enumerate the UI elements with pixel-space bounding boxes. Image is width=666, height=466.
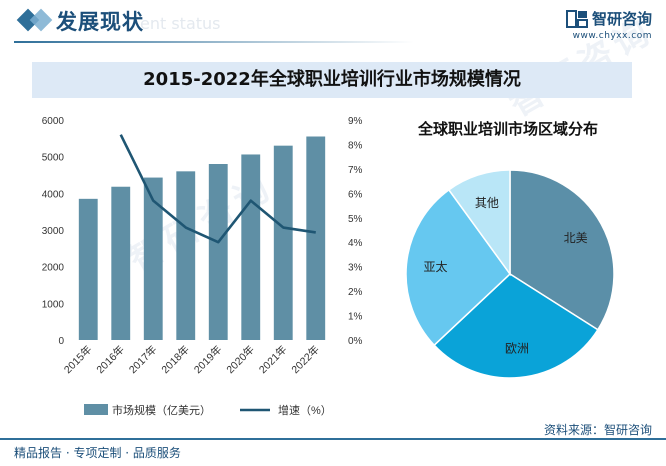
y-right-tick-label: 1% [348,312,363,323]
y-right-tick-label: 4% [348,238,363,249]
brand-url[interactable]: www.chyxx.com [572,31,652,41]
y-left-tick-label: 0 [58,336,64,347]
bar [111,186,131,340]
diamond-icon [29,8,53,32]
x-tick-label: 2022年 [289,343,322,376]
section-subtitle: ent status [140,14,221,33]
brand: 智研咨询 www.chyxx.com [565,8,652,41]
pie-slice [447,169,511,277]
y-right-tick-label: 7% [348,165,363,176]
y-left-tick-label: 6000 [42,116,65,127]
x-tick-label: 2018年 [159,343,192,376]
pie-slice-label: 北美 [564,231,588,245]
y-left-tick-label: 2000 [42,263,65,274]
bar [143,177,163,340]
section-title: 发展现状 [56,10,144,34]
footer-divider [0,438,666,440]
y-right-tick-label: 3% [348,263,363,274]
legend-line-label: 增速（%） [278,403,332,417]
y-left-tick-label: 5000 [42,153,65,164]
bar [78,198,98,340]
x-tick-label: 2019年 [191,343,224,376]
pie-chart-title: 全球职业培训市场区域分布 [417,120,598,138]
brand-logo-icon [565,9,588,28]
y-left-tick-label: 1000 [42,299,65,310]
x-tick-label: 2015年 [61,343,94,376]
footer-source: 资料来源：智研咨询 [543,423,652,437]
chart-title: 2015-2022年全球职业培训行业市场规模情况 [143,69,521,90]
header-underline [14,41,414,43]
bar [306,136,326,340]
y-right-tick-label: 0% [348,336,363,347]
pie-slice-label: 欧洲 [505,342,529,356]
y-left-tick-label: 3000 [42,226,65,237]
chart-title-bar: 2015-2022年全球职业培训行业市场规模情况 [32,62,632,98]
legend-bar-swatch [84,404,108,415]
footer: 精品报告 · 专项定制 · 品质服务 资料来源：智研咨询 [0,423,666,466]
y-left-tick-label: 4000 [42,189,65,200]
pie-slice-label: 其他 [475,196,499,210]
bar-line-chart: 0 1000 2000 3000 4000 5000 6000 0% 1% 2% 3% 4% 5% 6% 7… [42,116,363,417]
y-right-tick-label: 8% [348,140,363,151]
brand-name: 智研咨询 [591,10,652,28]
pie-slice [433,273,599,379]
bar [241,154,261,340]
x-tick-label: 2020年 [224,343,257,376]
y-right-tick-label: 5% [348,214,363,225]
y-right-tick-label: 6% [348,189,363,200]
y-right-tick-label: 9% [348,116,363,127]
pie-slice [405,188,511,347]
footer-slogan: 精品报告 · 专项定制 · 品质服务 [14,446,181,460]
bar [273,145,293,340]
x-tick-label: 2017年 [126,343,159,376]
x-tick-label: 2021年 [256,343,289,376]
bar [208,164,228,340]
bar [176,171,196,340]
pie-slice-label: 亚太 [423,259,447,274]
y-right-tick-label: 2% [348,287,363,298]
legend-bar-label: 市场规模（亿美元） [112,403,211,417]
x-tick-label: 2016年 [94,343,127,376]
section-header: ent status 发展现状 智研咨询 www.chyxx.com [0,0,666,48]
